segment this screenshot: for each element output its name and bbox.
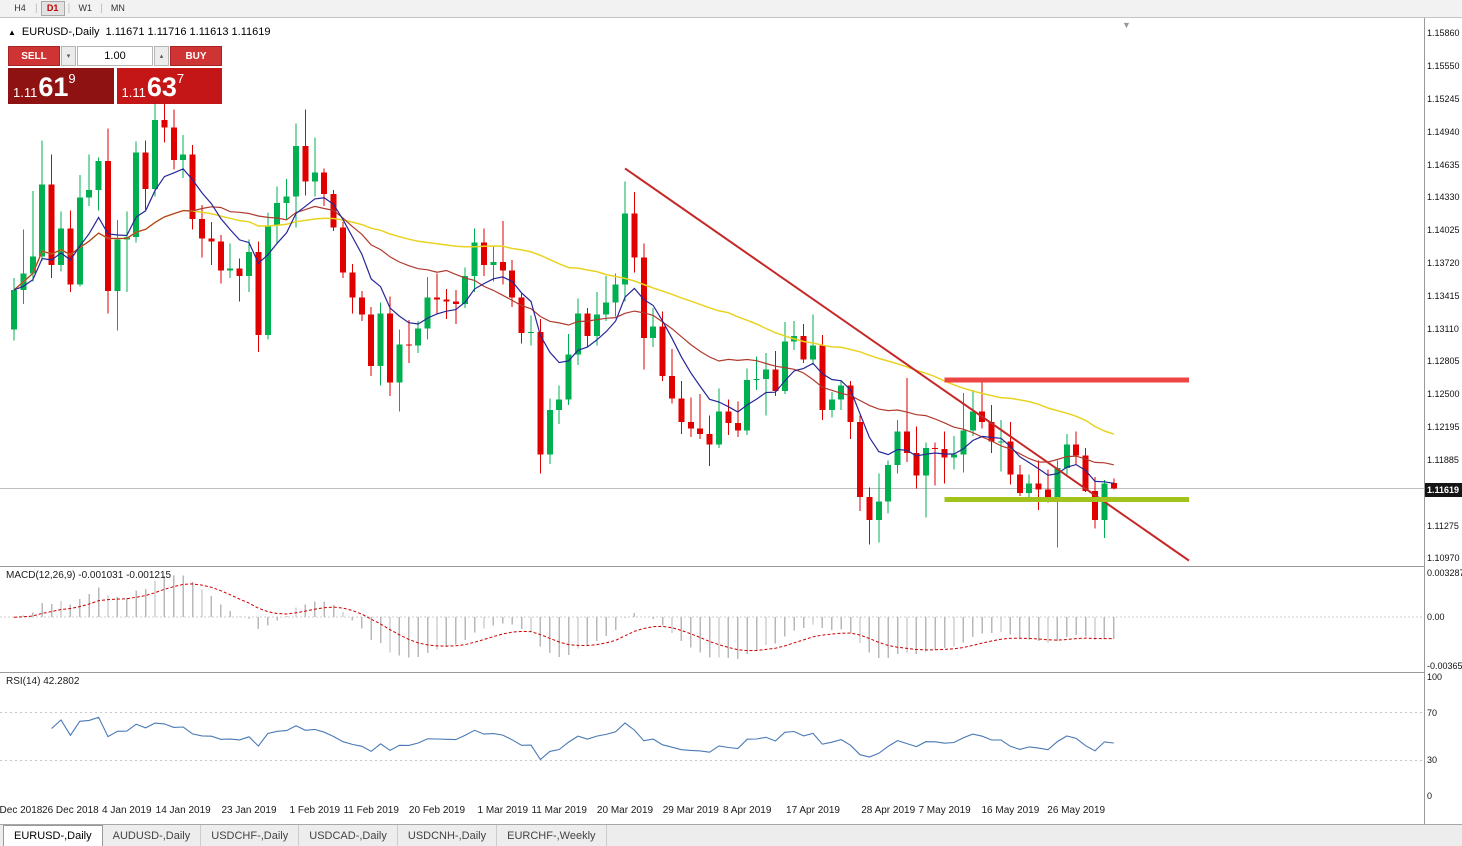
volume-increase-button[interactable]: ▴ [154,46,169,66]
time-axis-label: 26 Dec 2018 [42,805,99,816]
time-axis-label: 4 Jan 2019 [102,805,152,816]
price-axis-tick: 1.15550 [1427,61,1460,72]
trade-panel-prices-row: 1.11 61 9 1.11 63 7 [8,68,222,104]
chart-tab[interactable]: EURUSD-,Daily [3,825,103,846]
time-axis-label: 28 Apr 2019 [861,805,916,816]
time-axis-label: 17 Apr 2019 [786,805,840,816]
price-axis-tick: 1.13110 [1427,323,1459,334]
price-axis-tick: 1.14635 [1427,159,1460,170]
chart-ohlc-values: 1.11671 1.11716 1.11613 1.11619 [105,26,271,38]
rsi-canvas [0,712,1424,761]
price-axis-tick: 1.14940 [1427,126,1460,137]
time-axis-label: 17 Dec 2018 [0,805,43,816]
sell-price-pips: 61 [38,72,69,103]
price-axis-tick: 1.12500 [1427,389,1460,400]
toolbar-separator: | [100,3,103,14]
macd-indicator-pane[interactable]: MACD(12,26,9) -0.001031 -0.001215 [0,567,1424,673]
chart-tab[interactable]: USDCAD-,Daily [299,825,398,846]
price-axis[interactable]: 1.11619 1.15860 1.15550 1.15245 1.14940 1.14… [1424,18,1462,824]
rsi-axis-tick: 70 [1427,707,1438,718]
chart-tab[interactable]: USDCNH-,Daily [398,825,498,846]
time-axis-label: 1 Feb 2019 [289,805,341,816]
macd-canvas [0,575,1424,660]
timeframe-mn-button[interactable]: MN [106,1,130,16]
chart-tab[interactable]: EURCHF-,Weekly [497,825,607,846]
price-axis-tick: 1.12805 [1427,356,1460,367]
chart-title-row: ▲ EURUSD-,Daily 1.11671 1.11716 1.11613 … [8,26,271,38]
buy-price-box[interactable]: 1.11 63 7 [116,68,222,104]
time-axis-label: 11 Mar 2019 [531,805,587,816]
price-axis-tick: 1.15245 [1427,94,1460,105]
current-price-tag: 1.11619 [1425,482,1462,497]
toolbar-separator: | [67,3,71,14]
time-axis-label: 16 May 2019 [981,805,1040,816]
price-axis-tick: 1.12195 [1427,421,1460,432]
rsi-indicator-pane[interactable]: RSI(14) 42.2802 [0,673,1424,801]
price-chart-canvas[interactable] [0,18,1424,566]
time-axis-label: 8 Apr 2019 [723,805,772,816]
timeframe-d1-button[interactable]: D1 [40,1,65,16]
price-chart-pane[interactable]: ▲ EURUSD-,Daily 1.11671 1.11716 1.11613 … [0,18,1424,567]
price-axis-tick: 1.15860 [1427,28,1460,39]
chart-symbol-title: EURUSD-,Daily [21,26,100,38]
timeframe-w1-button[interactable]: W1 [73,1,97,16]
one-click-trading-panel: SELL ▾ 1.00 ▴ BUY 1.11 61 9 1.11 63 7 [8,46,222,104]
chart-shift-marker[interactable]: ▼ [1122,20,1131,30]
volume-input[interactable]: 1.00 [77,46,153,66]
sell-price-fraction: 9 [68,71,76,86]
toolbar-separator: | [35,3,38,14]
chart-tabs-bar: EURUSD-,Daily AUDUSD-,Daily USDCHF-,Daily U… [0,824,1462,846]
rsi-axis-tick: 100 [1427,671,1443,682]
one-click-panel-toggle[interactable]: ▲ [8,27,16,37]
time-axis-label: 29 Mar 2019 [662,805,719,816]
rsi-axis-tick: 30 [1427,755,1438,766]
timeframe-toolbar: H4 | D1 | W1 | MN [0,0,1462,18]
time-axis-label: 11 Feb 2019 [343,805,399,816]
time-axis-label: 14 Jan 2019 [155,805,211,816]
trade-panel-controls-row: SELL ▾ 1.00 ▴ BUY [8,46,222,66]
price-axis-tick: 1.11275 [1427,520,1459,531]
price-axis-tick: 1.11885 [1427,455,1459,466]
time-axis-label: 23 Jan 2019 [221,805,277,816]
rsi-label: RSI(14) 42.2802 [6,676,80,687]
chart-tab[interactable]: USDCHF-,Daily [201,825,300,846]
rsi-axis-tick: 0 [1427,791,1433,802]
macd-axis-tick: 0.003287 [1427,568,1462,579]
time-axis-label: 7 May 2019 [918,805,971,816]
time-axis-label: 26 May 2019 [1047,805,1106,816]
buy-price-fraction: 7 [176,71,185,86]
price-axis-tick: 1.13415 [1427,290,1460,301]
chart-tab[interactable]: AUDUSD-,Daily [103,825,202,846]
sell-price-big-figure: 1.11 [13,85,38,101]
volume-decrease-button[interactable]: ▾ [61,46,76,66]
price-axis-tick: 1.10970 [1427,553,1460,564]
buy-price-pips: 63 [146,72,177,103]
macd-axis-tick: 0.00 [1427,612,1445,623]
time-axis-label: 20 Mar 2019 [596,805,654,816]
buy-button[interactable]: BUY [170,46,222,66]
time-axis-label: 1 Mar 2019 [477,805,529,816]
sell-price-box[interactable]: 1.11 61 9 [8,68,114,104]
price-axis-tick: 1.14330 [1427,192,1460,203]
timeframe-h4-button[interactable]: H4 [8,1,32,16]
time-axis-label: 20 Feb 2019 [408,805,466,816]
macd-axis-tick: -0.003655 [1427,661,1462,672]
price-axis-tick: 1.13720 [1427,257,1460,268]
sell-button[interactable]: SELL [8,46,60,66]
macd-label: MACD(12,26,9) -0.001031 -0.001215 [6,570,172,581]
buy-price-big-figure: 1.11 [121,85,146,101]
price-axis-tick: 1.14025 [1427,225,1460,236]
